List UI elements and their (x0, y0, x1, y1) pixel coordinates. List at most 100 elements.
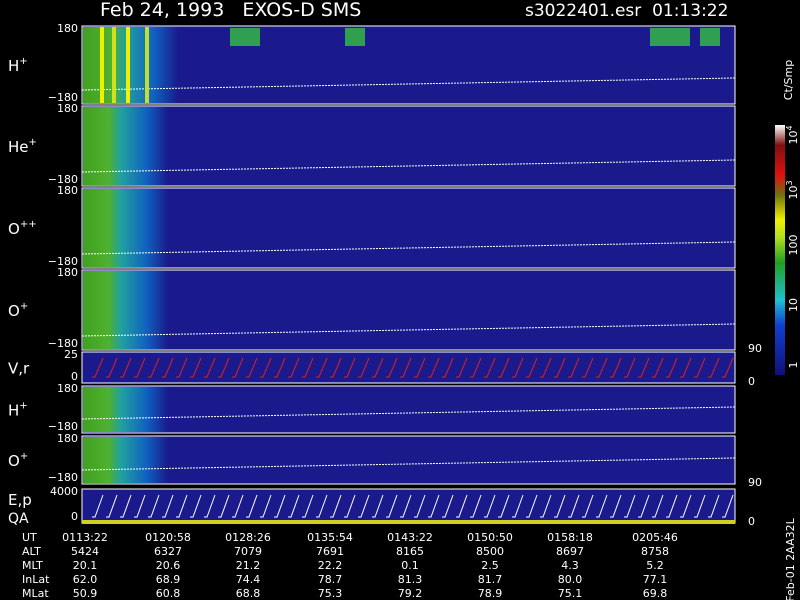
panel-bg (81, 105, 736, 187)
sweep (372, 357, 384, 378)
row-value: 81.7 (478, 573, 503, 586)
row-value: 0113:22 (62, 531, 108, 544)
title: Feb 24, 1993 EXOS-D SMS (100, 0, 361, 21)
sweep (680, 494, 692, 518)
panel-label: He+ (8, 137, 37, 156)
row-value: 60.8 (156, 587, 181, 600)
y-top-label: 180 (57, 266, 78, 279)
sweep (428, 494, 440, 518)
sweep (330, 357, 342, 378)
row-value: 0143:22 (387, 531, 433, 544)
panel-label-sup: + (29, 137, 37, 148)
row-value: 75.1 (558, 587, 583, 600)
sweep (176, 357, 188, 378)
panel-bg (81, 351, 736, 384)
sweep (106, 494, 118, 518)
sweep (512, 494, 524, 518)
y-top-label: 180 (57, 184, 78, 197)
row-value: 5.2 (646, 559, 664, 572)
colorbar-sup: 4 (785, 125, 794, 130)
sweep (120, 494, 132, 518)
panel-label: V,r (8, 360, 30, 378)
row-value: 81.3 (398, 573, 423, 586)
y-bottom-label: −180 (48, 255, 78, 268)
qa-bar (82, 520, 735, 524)
panel-label-text: O (8, 302, 20, 320)
sweep (638, 494, 650, 518)
y-right-label: 0 (748, 515, 755, 528)
sweep (624, 494, 636, 518)
spectrum-left (83, 107, 168, 185)
sweep (148, 357, 160, 378)
row-value: 0150:50 (467, 531, 513, 544)
sweep (232, 357, 244, 378)
y-top-label: 180 (57, 382, 78, 395)
sweep (414, 494, 426, 518)
sweep (358, 494, 370, 518)
spectrum-left (83, 189, 168, 267)
row-value: 8500 (476, 545, 504, 558)
panel-label: O+ (8, 451, 28, 470)
y-bottom-label: 0 (71, 370, 78, 383)
sweep (470, 357, 482, 378)
row-value: 74.4 (236, 573, 261, 586)
trace (81, 77, 736, 91)
sweep (246, 494, 258, 518)
sweep (316, 357, 328, 378)
row-name: MLat (22, 587, 49, 600)
panel-label-text: E,p (8, 491, 32, 509)
row-value: 21.2 (236, 559, 261, 572)
sweep (554, 494, 566, 518)
sweep (162, 357, 174, 378)
sweep (246, 357, 258, 378)
row-value: 0120:58 (145, 531, 191, 544)
sweep (428, 357, 440, 378)
row-name: UT (22, 531, 37, 544)
spectrum-left (83, 27, 178, 103)
panel-label-text: H (8, 402, 19, 420)
sweep (512, 357, 524, 378)
sweep (372, 494, 384, 518)
panel-bg (81, 269, 736, 351)
panel-label-sup: + (20, 451, 28, 462)
sweep (680, 357, 692, 378)
sweep (386, 494, 398, 518)
sweep (554, 357, 566, 378)
sweep (134, 494, 146, 518)
sweep (708, 357, 720, 378)
y-top-label: 180 (57, 432, 78, 445)
colorbar (775, 125, 785, 375)
y-bottom-label: −180 (48, 91, 78, 104)
panel-label-sup: ++ (20, 219, 37, 230)
row-value: 0205:46 (632, 531, 678, 544)
row-value: 8697 (556, 545, 584, 558)
sweep (218, 494, 230, 518)
colorbar-label: 104 (785, 125, 800, 144)
colorbar-label: 10 (787, 298, 800, 312)
row-value: 0128:26 (225, 531, 271, 544)
colorbar-base: 10 (787, 131, 800, 145)
panel-bg (81, 385, 736, 434)
sweep (162, 494, 174, 518)
panel-bg (81, 25, 736, 105)
sweep (526, 494, 538, 518)
colorbar-label: 1 (787, 362, 800, 369)
sweep (666, 357, 678, 378)
sweep (204, 494, 216, 518)
row-value: 77.1 (643, 573, 668, 586)
y-bottom-label: −180 (48, 173, 78, 186)
trace (81, 241, 736, 255)
sweep (148, 494, 160, 518)
sweep (260, 494, 272, 518)
sweep (288, 357, 300, 378)
panel-label: H+ (8, 401, 28, 420)
colorbar-label: 100 (787, 235, 800, 256)
panel-bg (81, 488, 736, 524)
trace (81, 323, 736, 337)
footer-id: Feb-01 2AA32L (784, 517, 797, 600)
sweep (302, 494, 314, 518)
sweep (204, 357, 216, 378)
panel-label: O+ (8, 301, 28, 320)
sweep (400, 357, 412, 378)
